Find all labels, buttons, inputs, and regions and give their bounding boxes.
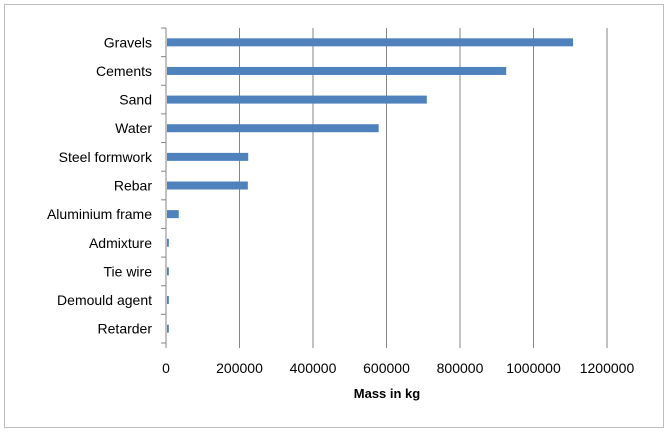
category-label: Aluminium frame	[47, 206, 152, 222]
x-tick-label: 1000000	[506, 360, 561, 376]
category-label: Demould agent	[57, 292, 152, 308]
category-label: Retarder	[98, 321, 153, 337]
bar	[167, 296, 169, 305]
category-label: Admixture	[89, 235, 152, 251]
x-tick-label: 1200000	[580, 360, 635, 376]
category-label: Water	[115, 120, 152, 136]
category-label: Sand	[119, 92, 152, 108]
x-tick-label: 800000	[437, 360, 484, 376]
x-tick-label: 200000	[216, 360, 263, 376]
bar	[167, 95, 427, 104]
x-tick-label: 600000	[363, 360, 410, 376]
bar	[167, 66, 507, 75]
x-axis-title: Mass in kg	[354, 386, 421, 401]
bars	[167, 38, 574, 333]
bar	[167, 267, 169, 276]
category-label: Gravels	[104, 34, 152, 50]
bar	[167, 238, 169, 247]
bar	[167, 324, 169, 333]
bar	[167, 181, 248, 190]
category-label: Steel formwork	[59, 149, 153, 165]
bar	[167, 38, 574, 47]
category-labels: Gravels Cements Sand Water Steel formwork Reb…	[47, 34, 153, 336]
axes	[161, 27, 608, 348]
x-tick-label: 400000	[290, 360, 337, 376]
bar	[167, 152, 249, 161]
category-label: Cements	[96, 63, 152, 79]
category-label: Tie wire	[104, 263, 153, 279]
x-tick-labels: 0 200000 400000 600000 800000 1000000 1200000	[162, 360, 634, 376]
bar	[167, 124, 379, 133]
grid-lines	[239, 28, 608, 343]
x-tick-label: 0	[162, 360, 170, 376]
category-label: Rebar	[114, 178, 152, 194]
bar	[167, 210, 179, 219]
